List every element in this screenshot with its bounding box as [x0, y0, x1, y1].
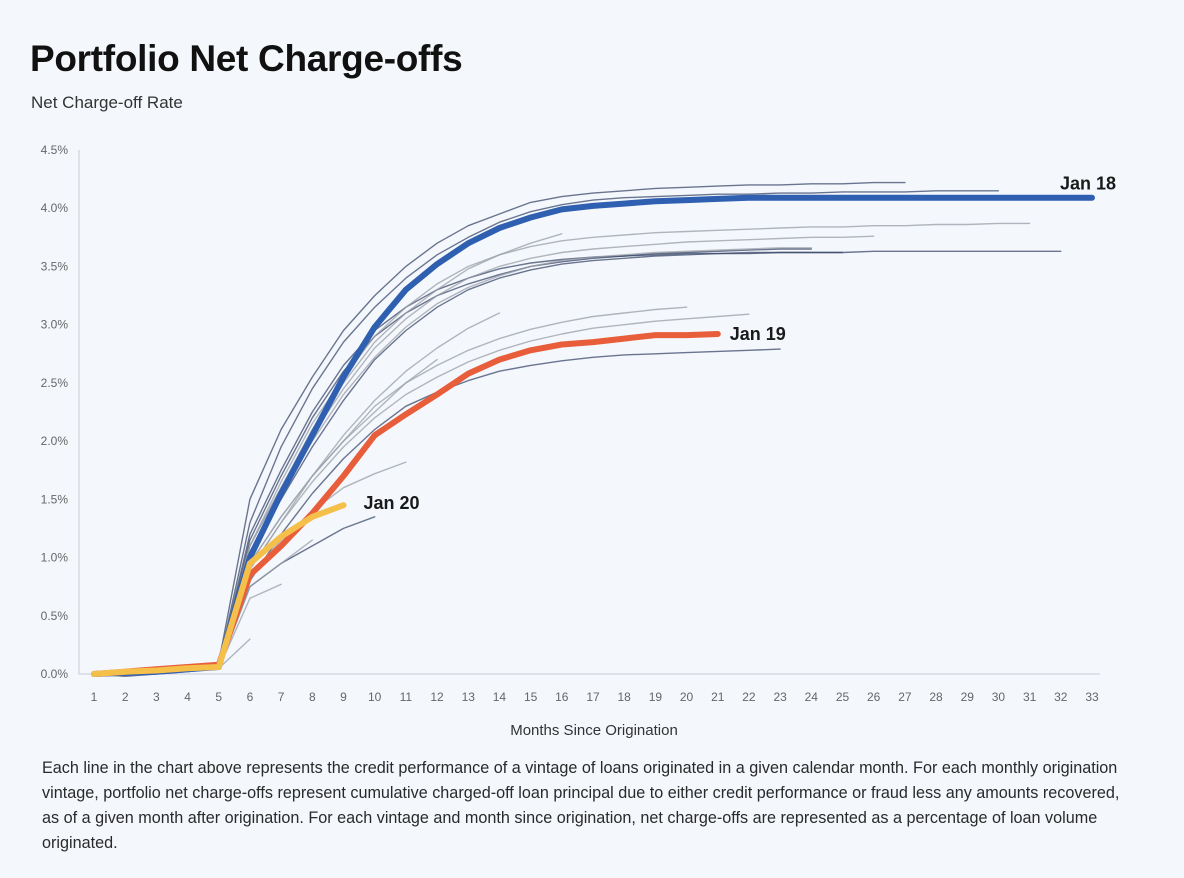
chart-title: Portfolio Net Charge-offs: [30, 38, 463, 79]
x-tick-label: 15: [524, 690, 538, 704]
vintage-line: [93, 313, 750, 675]
vintage-line: [93, 306, 688, 675]
x-tick-label: 2: [122, 690, 129, 704]
highlighted-vintage-lines: [91, 194, 1095, 677]
x-tick-label: 31: [1023, 690, 1037, 704]
series-label-jan-19: Jan 19: [730, 324, 786, 344]
x-tick-label: 28: [929, 690, 943, 704]
x-tick-label: 25: [836, 690, 850, 704]
y-tick-label: 0.5%: [41, 609, 69, 623]
x-tick-label: 27: [898, 690, 912, 704]
x-tick-label: 16: [555, 690, 569, 704]
y-tick-label: 4.0%: [41, 201, 69, 215]
x-tick-label: 26: [867, 690, 881, 704]
x-tick-label: 7: [278, 690, 285, 704]
x-tick-label: 30: [992, 690, 1006, 704]
x-tick-label: 32: [1054, 690, 1068, 704]
y-tick-label: 1.5%: [41, 492, 69, 506]
series-labels: Jan 18 Jan 19 Jan 20: [364, 174, 1117, 513]
series-label-jan-20: Jan 20: [364, 493, 420, 513]
x-tick-label: 23: [773, 690, 787, 704]
x-tick-label: 4: [184, 690, 191, 704]
vintage-line: [93, 247, 812, 675]
x-tick-label: 33: [1085, 690, 1099, 704]
x-tick-label: 6: [247, 690, 254, 704]
x-tick-label: 5: [215, 690, 222, 704]
y-tick-label: 3.0%: [41, 318, 69, 332]
y-tick-label: 2.5%: [41, 376, 69, 390]
x-tick-label: 1: [91, 690, 98, 704]
chart-caption: Each line in the chart above represents …: [42, 759, 1120, 852]
vintage-line: [93, 248, 812, 675]
x-tick-label: 14: [493, 690, 507, 704]
y-tick-label: 4.5%: [41, 143, 69, 157]
vintage-line: [93, 181, 906, 675]
series-line-jan-20: [91, 502, 347, 677]
x-tick-label: 17: [586, 690, 600, 704]
vintage-line: [93, 235, 875, 675]
x-tick-label: 12: [430, 690, 444, 704]
series-line-jan-18: [91, 194, 1095, 677]
x-tick-label: 9: [340, 690, 347, 704]
net-charge-offs-chart: 0.0% 0.5% 1.0% 1.5% 2.0% 2.5% 3.0% 3.5% 4.0% 4.5%…: [41, 143, 1117, 739]
y-tick-label: 2.0%: [41, 434, 69, 448]
chart-axes: 0.0% 0.5% 1.0% 1.5% 2.0% 2.5% 3.0% 3.5% 4.0% 4.5%…: [41, 143, 1100, 739]
x-axis-title: Months Since Origination: [510, 722, 678, 739]
y-tick-label: 1.0%: [41, 551, 69, 565]
x-tick-label: 10: [368, 690, 382, 704]
series-label-jan-18: Jan 18: [1060, 174, 1116, 194]
vintage-line: [93, 583, 282, 675]
x-tick-label: 22: [742, 690, 756, 704]
vintage-line: [93, 312, 501, 675]
x-tick-label: 21: [711, 690, 725, 704]
x-tick-label: 13: [462, 690, 476, 704]
x-tick-label: 19: [649, 690, 663, 704]
y-tick-label: 3.5%: [41, 259, 69, 273]
x-tick-label: 8: [309, 690, 316, 704]
vintage-line: [93, 233, 563, 675]
x-tick-label: 24: [805, 690, 819, 704]
vintage-line: [93, 190, 1000, 675]
chart-subtitle: Net Charge-off Rate: [31, 93, 183, 112]
x-tick-label: 18: [618, 690, 632, 704]
y-tick-label: 0.0%: [41, 667, 69, 681]
x-tick-label: 11: [400, 690, 413, 704]
x-tick-label: 20: [680, 690, 694, 704]
x-tick-label: 29: [961, 690, 975, 704]
x-tick-label: 3: [153, 690, 160, 704]
vintage-line: [93, 539, 313, 675]
